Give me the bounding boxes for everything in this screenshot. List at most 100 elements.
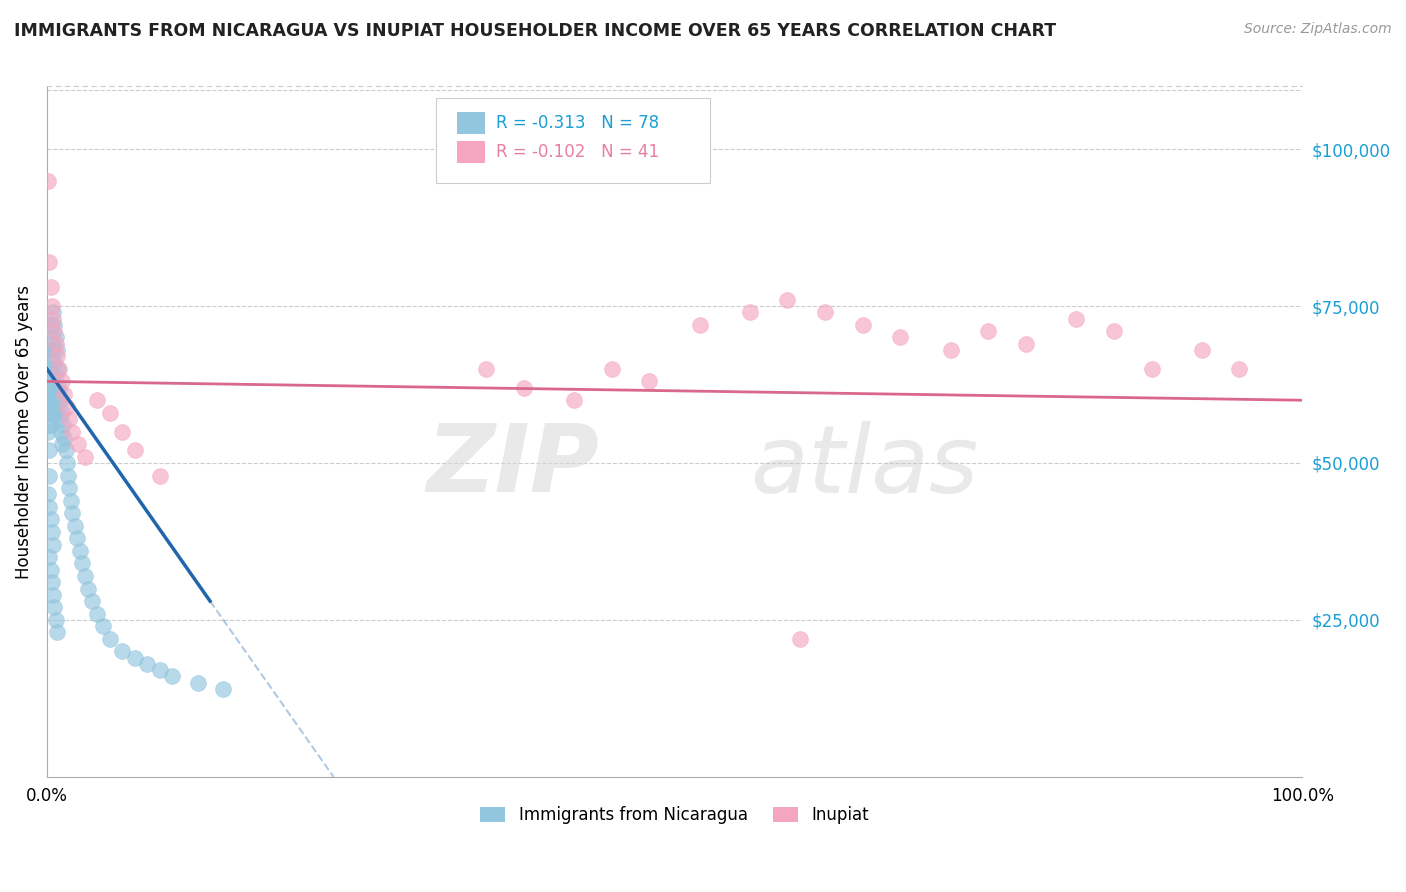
Point xyxy=(44,318,66,332)
Point xyxy=(111,644,134,658)
Point xyxy=(38,443,60,458)
Point xyxy=(44,324,66,338)
Point xyxy=(42,538,65,552)
Point xyxy=(77,582,100,596)
Point xyxy=(37,173,59,187)
Point xyxy=(42,588,65,602)
Point xyxy=(889,330,911,344)
Point xyxy=(600,361,623,376)
Point xyxy=(51,406,73,420)
Point xyxy=(37,381,59,395)
Point xyxy=(1102,324,1125,338)
Point xyxy=(41,575,63,590)
Point xyxy=(475,361,498,376)
Point xyxy=(39,318,62,332)
Point xyxy=(58,468,80,483)
Point xyxy=(42,343,65,357)
Point xyxy=(852,318,875,332)
Point xyxy=(513,381,536,395)
Point xyxy=(41,299,63,313)
Point xyxy=(41,524,63,539)
Text: R = -0.102   N = 41: R = -0.102 N = 41 xyxy=(496,143,659,161)
Text: Source: ZipAtlas.com: Source: ZipAtlas.com xyxy=(1244,22,1392,37)
Point xyxy=(45,343,67,357)
Point xyxy=(48,412,70,426)
Point xyxy=(93,619,115,633)
Point xyxy=(98,406,121,420)
Point xyxy=(45,406,67,420)
Point xyxy=(44,381,66,395)
Point xyxy=(39,393,62,408)
Point xyxy=(59,493,82,508)
Point xyxy=(37,343,59,357)
Point xyxy=(41,381,63,395)
Point xyxy=(49,393,72,408)
Point xyxy=(39,368,62,383)
Point xyxy=(42,305,65,319)
Point xyxy=(44,355,66,369)
Point xyxy=(776,293,799,307)
Point xyxy=(41,355,63,369)
Point xyxy=(45,613,67,627)
Point xyxy=(45,368,67,383)
Point xyxy=(53,431,76,445)
Point xyxy=(45,625,67,640)
Point xyxy=(41,406,63,420)
Point xyxy=(45,381,67,395)
Point xyxy=(60,506,83,520)
Text: IMMIGRANTS FROM NICARAGUA VS INUPIAT HOUSEHOLDER INCOME OVER 65 YEARS CORRELATIO: IMMIGRANTS FROM NICARAGUA VS INUPIAT HOU… xyxy=(14,22,1056,40)
Point xyxy=(1140,361,1163,376)
Point xyxy=(48,381,70,395)
Point xyxy=(42,393,65,408)
Point xyxy=(39,563,62,577)
Point xyxy=(1191,343,1213,357)
Point xyxy=(149,663,172,677)
Y-axis label: Householder Income Over 65 years: Householder Income Over 65 years xyxy=(15,285,32,579)
Point xyxy=(46,393,69,408)
Point xyxy=(86,393,108,408)
Point xyxy=(73,569,96,583)
Text: R = -0.313   N = 78: R = -0.313 N = 78 xyxy=(496,113,659,132)
Point xyxy=(86,607,108,621)
Point xyxy=(56,456,79,470)
Point xyxy=(738,305,761,319)
Point xyxy=(1064,311,1087,326)
Point xyxy=(814,305,837,319)
Point xyxy=(939,343,962,357)
Point xyxy=(38,255,60,269)
Point xyxy=(69,544,91,558)
Point xyxy=(58,412,80,426)
Point xyxy=(45,349,67,363)
Point xyxy=(52,418,75,433)
Point xyxy=(42,368,65,383)
Point xyxy=(38,393,60,408)
Point xyxy=(45,336,67,351)
Point xyxy=(41,330,63,344)
Point xyxy=(73,450,96,464)
Point xyxy=(51,437,73,451)
Point xyxy=(562,393,585,408)
Point xyxy=(42,311,65,326)
Point xyxy=(111,425,134,439)
Point xyxy=(38,500,60,514)
Point xyxy=(46,361,69,376)
Point xyxy=(186,675,208,690)
Point xyxy=(136,657,159,671)
Point xyxy=(977,324,1000,338)
Point xyxy=(1229,361,1251,376)
Point xyxy=(49,425,72,439)
Point xyxy=(638,375,661,389)
Point xyxy=(37,425,59,439)
Point xyxy=(60,425,83,439)
Point xyxy=(38,468,60,483)
Point xyxy=(39,343,62,357)
Point xyxy=(80,594,103,608)
Point xyxy=(1015,336,1038,351)
Point xyxy=(98,632,121,646)
Point xyxy=(45,330,67,344)
Point xyxy=(39,280,62,294)
Point xyxy=(44,406,66,420)
Point xyxy=(789,632,811,646)
Point xyxy=(37,487,59,501)
Point xyxy=(63,518,86,533)
